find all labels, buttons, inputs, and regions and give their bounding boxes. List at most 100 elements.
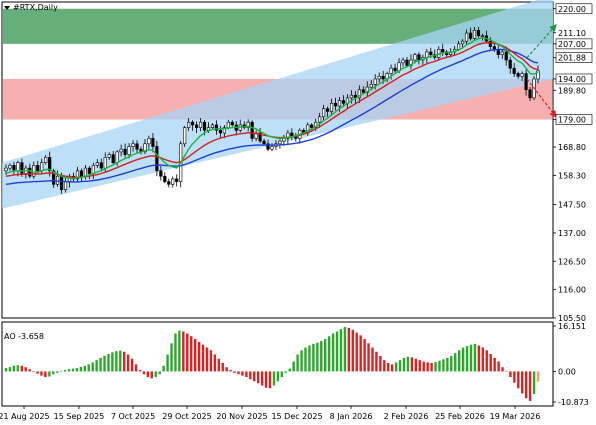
trend-channel	[2, 0, 553, 209]
ao-bar	[233, 371, 236, 373]
price-tick-label: 189.80	[558, 86, 586, 95]
candle	[32, 161, 36, 179]
ao-bar	[292, 361, 295, 372]
date-tick-label: 19 Mar 2026	[490, 412, 541, 421]
ao-bar	[174, 333, 177, 372]
ao-bar	[410, 357, 414, 372]
candle	[147, 135, 151, 149]
ao-bar	[190, 336, 193, 372]
candle	[214, 120, 219, 135]
date-tick-label: 8 Jan 2026	[330, 412, 373, 421]
ao-bar	[115, 351, 118, 372]
ao-bar	[111, 352, 114, 372]
candle	[520, 71, 524, 82]
ao-bar	[63, 370, 67, 372]
ao-panel: 16.151 0.00 -10.873	[1, 321, 589, 407]
ao-bar	[312, 343, 315, 372]
ao-bar	[126, 354, 130, 372]
candle	[99, 158, 103, 172]
ao-bar	[59, 370, 63, 372]
ao-bar	[509, 371, 512, 378]
candle	[159, 165, 163, 181]
ao-bar	[257, 371, 260, 384]
ao-bar	[304, 347, 307, 372]
ao-bar	[454, 353, 457, 372]
ao-bar	[79, 366, 83, 372]
ao-bar	[327, 336, 331, 372]
candle	[325, 106, 330, 117]
ao-bar	[335, 331, 339, 372]
price-tick-label: 194.00	[558, 75, 586, 84]
candle	[329, 98, 334, 116]
ao-bar	[316, 342, 319, 372]
ao-bar	[434, 362, 437, 372]
price-tick-label: 168.80	[558, 143, 586, 152]
candle	[341, 95, 346, 107]
time-axis: 21 Aug 2025 15 Sep 2025 7 Oct 2025 29 Oct 2…	[0, 406, 540, 421]
candle	[318, 112, 322, 128]
candle	[187, 118, 191, 132]
ao-bar	[237, 371, 240, 375]
candle	[524, 69, 528, 96]
candle	[278, 139, 282, 149]
ao-bar	[532, 371, 536, 394]
ao-bar	[438, 360, 441, 372]
ao-label: AO -3.658	[4, 332, 44, 341]
candle	[322, 104, 326, 121]
ao-bar	[528, 371, 532, 401]
candle	[123, 143, 127, 158]
date-tick-label: 7 Oct 2025	[111, 412, 155, 421]
ao-bar	[497, 361, 500, 372]
ao-bar	[213, 354, 217, 372]
ao-bar	[521, 371, 524, 394]
ao-header: AO -3.658	[4, 324, 44, 343]
ao-bar	[268, 371, 272, 389]
date-tick-label: 2 Feb 2026	[384, 412, 429, 421]
ao-bar	[324, 339, 327, 372]
candle	[107, 152, 111, 160]
candle	[476, 27, 481, 38]
candle	[405, 57, 409, 68]
ma-fast-line	[5, 37, 539, 180]
ao-bar	[489, 353, 492, 372]
ao-bar	[355, 332, 358, 372]
ao-bar	[331, 333, 335, 372]
ao-tick-label: 16.151	[558, 322, 586, 331]
ao-bar	[359, 335, 362, 372]
candle	[508, 56, 512, 74]
ao-bar	[284, 371, 287, 373]
candle	[464, 29, 469, 46]
ao-bar	[36, 371, 39, 374]
candle	[333, 97, 338, 111]
ao-bar	[351, 329, 354, 372]
ao-bar	[75, 368, 79, 372]
ao-bar	[83, 365, 87, 372]
ao-bar	[107, 353, 110, 372]
ao-bar	[95, 360, 98, 372]
ao-bar	[99, 357, 102, 372]
ao-tick-label: 0.00	[558, 367, 576, 376]
ao-bar	[363, 339, 366, 372]
ao-bar	[418, 360, 421, 372]
candle	[155, 140, 159, 177]
ao-bar	[524, 371, 528, 399]
symbol-header[interactable]: #RTX,Daily	[4, 3, 58, 12]
candle	[480, 33, 485, 41]
candle	[127, 142, 131, 159]
candle	[135, 140, 139, 153]
dropdown-arrow-icon[interactable]	[4, 6, 10, 10]
level-label-box	[555, 114, 593, 125]
candle	[262, 138, 266, 146]
ao-bar	[473, 343, 477, 372]
symbol-label: #RTX,Daily	[13, 3, 58, 12]
ao-bar	[485, 350, 488, 372]
price-tick-label: 211.10	[558, 29, 586, 38]
ao-bar	[225, 367, 228, 372]
candle	[44, 154, 48, 165]
ao-bar	[347, 327, 351, 372]
ao-bar	[457, 350, 461, 372]
ao-bar	[52, 371, 55, 375]
ao-bar	[320, 341, 323, 372]
candle	[56, 170, 60, 187]
candle	[536, 65, 540, 84]
